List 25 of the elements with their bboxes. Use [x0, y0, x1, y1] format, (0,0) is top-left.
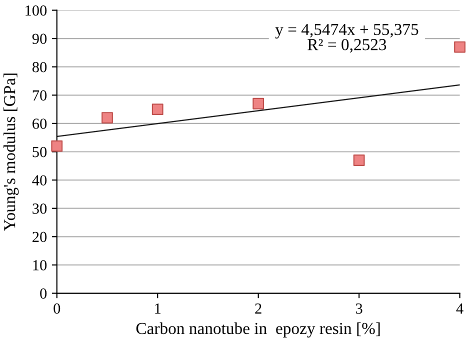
x-tick-label: 0: [54, 303, 60, 314]
y-tick-label: 40: [32, 175, 47, 186]
y-tick-label: 70: [32, 90, 47, 101]
point: [152, 104, 164, 115]
x-axis-title: Carbon nanotube in epozy resin [%]: [136, 322, 380, 338]
point: [454, 41, 466, 53]
x-tick-label: 3: [356, 303, 362, 314]
y-tick-label: 90: [32, 34, 47, 44]
x-tick-label: 4: [456, 304, 464, 314]
point: [102, 112, 113, 124]
y-tick-label: 10: [33, 260, 47, 270]
y-tick-label: 0: [40, 288, 47, 299]
y-tick-label: 80: [32, 62, 47, 72]
annotation: y = 4,5474x + 55,375 R² = 0,2523: [275, 24, 418, 53]
y-tick-label: 100: [26, 5, 47, 16]
y-axis-title: Young's modulus [GPa]: [4, 74, 19, 231]
point: [51, 140, 63, 152]
y-tick-label: 30: [32, 203, 47, 214]
x-tick-label: 2: [255, 303, 262, 314]
point: [252, 98, 264, 110]
y-tick-label: 60: [32, 118, 47, 129]
x-tick-label: 1: [155, 304, 161, 314]
point: [353, 154, 365, 166]
y-tick-label: 50: [32, 146, 47, 158]
y-tick-label: 20: [32, 232, 47, 242]
